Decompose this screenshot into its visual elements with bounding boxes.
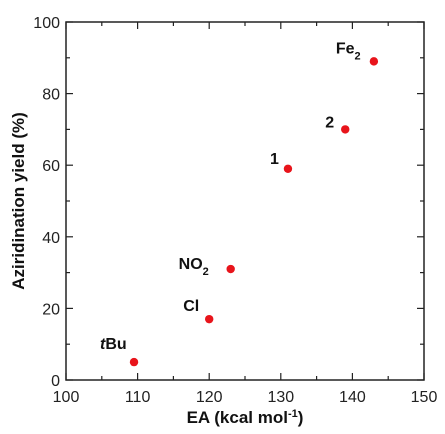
point-label: Cl bbox=[183, 298, 199, 315]
y-tick-label: 20 bbox=[42, 301, 60, 318]
point-label-rest: Bu bbox=[105, 336, 126, 353]
y-tick-label: 40 bbox=[42, 230, 60, 247]
y-tick-label: 80 bbox=[42, 87, 60, 104]
point-label-sub: 2 bbox=[203, 266, 209, 278]
data-point bbox=[369, 57, 379, 66]
x-tick-label: 150 bbox=[411, 389, 438, 406]
data-point bbox=[283, 164, 293, 173]
x-tick-label: 100 bbox=[53, 389, 80, 406]
x-axis-title-end: ) bbox=[298, 408, 304, 427]
data-point bbox=[226, 264, 235, 274]
point-label: NO2 bbox=[179, 256, 209, 278]
y-tick-label: 0 bbox=[51, 373, 60, 390]
point-label-main: 2 bbox=[325, 114, 334, 131]
x-tick-label: 120 bbox=[196, 389, 223, 406]
x-tick-label: 110 bbox=[125, 389, 151, 406]
plot-area bbox=[65, 21, 425, 381]
data-points bbox=[129, 57, 379, 367]
data-point bbox=[205, 314, 214, 324]
point-label-main: Cl bbox=[183, 298, 199, 315]
point-label-main: Fe bbox=[336, 40, 355, 57]
x-axis-ticks: 100 110 120 130 140 150 bbox=[53, 22, 438, 406]
point-label: Fe2 bbox=[336, 40, 361, 62]
point-label-main: 1 bbox=[270, 151, 279, 168]
data-point bbox=[129, 357, 139, 367]
point-label: tBu bbox=[100, 336, 127, 353]
x-axis-title-sup: -1 bbox=[288, 408, 298, 420]
x-axis-title-main: EA (kcal mol bbox=[187, 408, 288, 427]
y-axis-title: Aziridination yield (%) bbox=[9, 112, 28, 290]
x-tick-label: 130 bbox=[267, 389, 294, 406]
y-tick-label: 60 bbox=[42, 158, 60, 175]
point-label: 2 bbox=[325, 114, 334, 131]
point-label-sub: 2 bbox=[355, 50, 361, 62]
x-tick-label: 140 bbox=[339, 389, 366, 406]
y-tick-label: 100 bbox=[33, 15, 60, 32]
data-point bbox=[341, 125, 350, 134]
point-label: 1 bbox=[270, 151, 279, 168]
plot-frame bbox=[65, 21, 425, 381]
point-label-italic: t bbox=[100, 336, 106, 353]
x-axis-title: EA (kcal mol-1) bbox=[187, 408, 304, 427]
y-axis-ticks: 0 20 40 60 80 100 bbox=[33, 15, 424, 390]
point-label-main: NO bbox=[179, 256, 203, 273]
